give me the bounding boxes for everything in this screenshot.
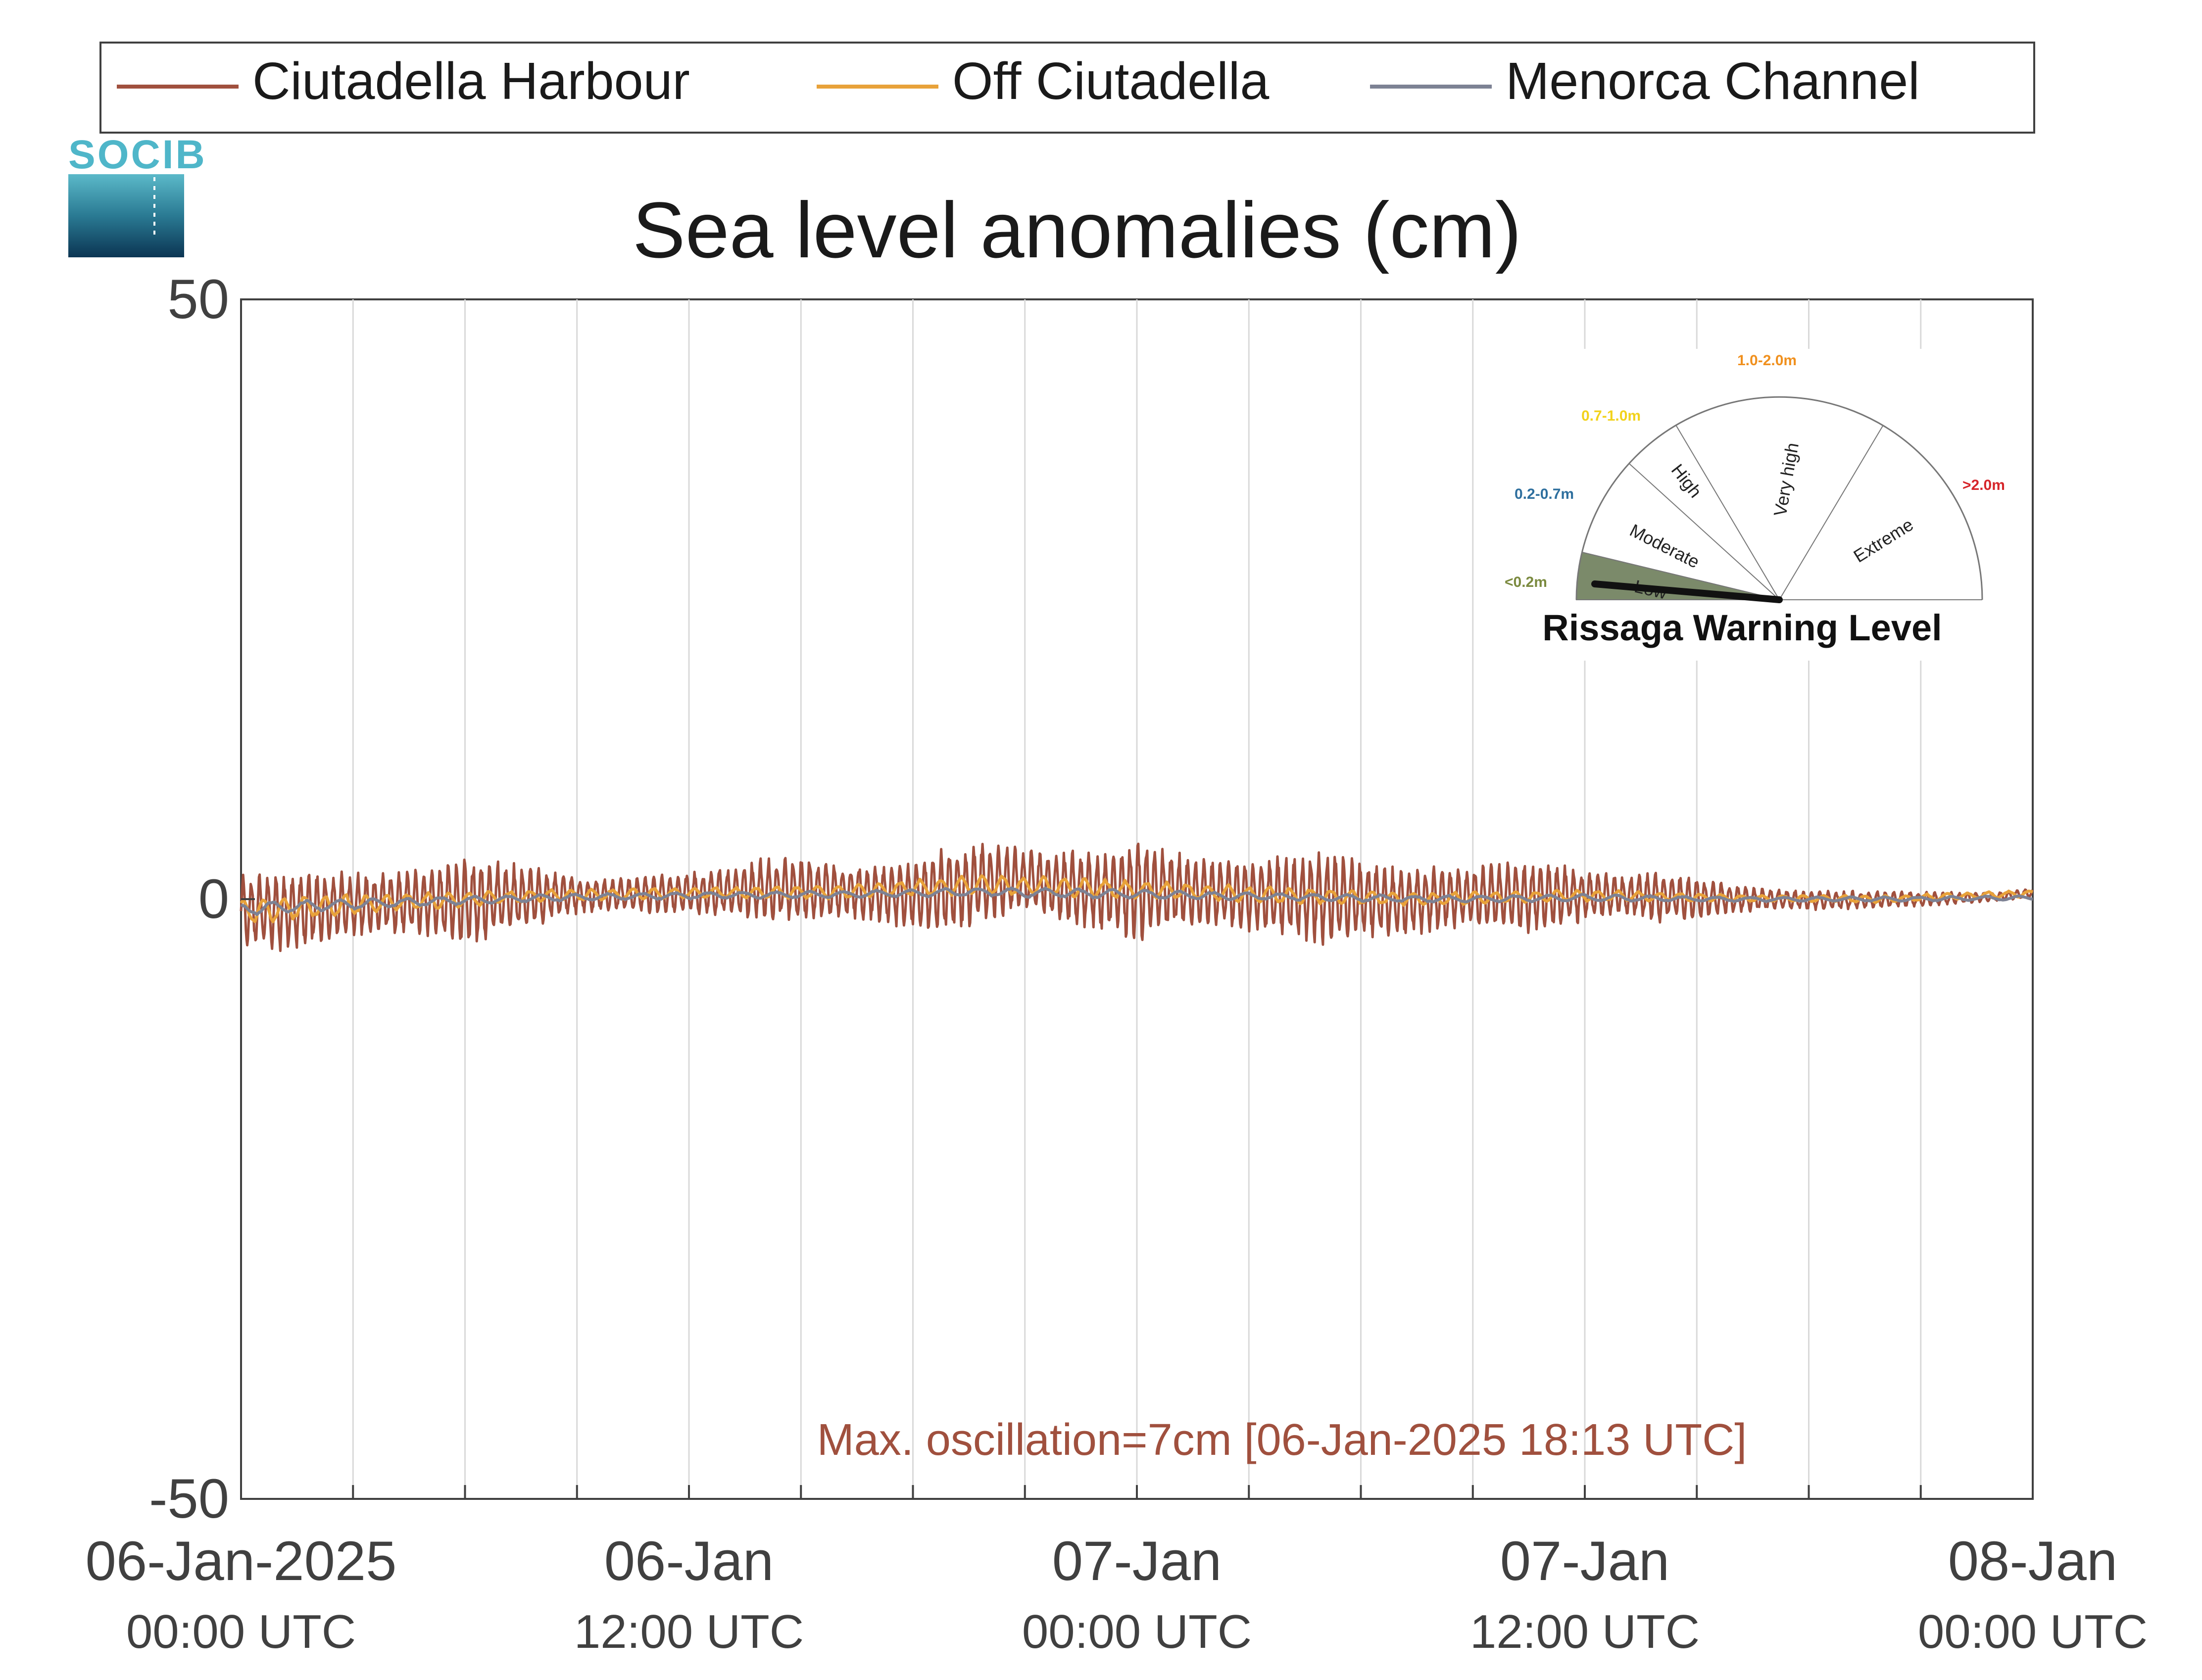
gauge-title: Rissaga Warning Level — [1542, 607, 1942, 648]
x-tick-date-3: 07-Jan — [1500, 1530, 1669, 1592]
max-oscillation-annotation: Max. oscillation=7cm [06-Jan-2025 18:13 … — [817, 1415, 1747, 1465]
gauge-range-extreme: >2.0m — [1962, 477, 2005, 493]
gauge-arc — [1575, 396, 1983, 600]
y-tick-label-0: 0 — [198, 868, 229, 930]
y-tick-label-50: 50 — [167, 268, 229, 330]
gauge-range-low: <0.2m — [1505, 574, 1547, 590]
logo-text: SOCIB — [68, 132, 207, 177]
series-line-menorca-channel — [240, 886, 2033, 916]
x-tick-time-0: 00:00 UTC — [126, 1605, 356, 1658]
y-tick-label-neg50: -50 — [149, 1468, 229, 1530]
x-tick-date-4: 08-Jan — [1948, 1530, 2117, 1592]
axis-ticks — [240, 298, 2034, 1500]
x-tick-time-4: 00:00 UTC — [1918, 1605, 2148, 1658]
gauge-needle — [1591, 580, 1783, 603]
gauge-range-moderate: 0.2-0.7m — [1515, 486, 1574, 502]
logo-block — [68, 174, 184, 257]
x-tick-time-2: 00:00 UTC — [1022, 1605, 1252, 1658]
chart-title: Sea level anomalies (cm) — [633, 186, 1521, 274]
legend-label-menorca-channel: Menorca Channel — [1506, 52, 1920, 110]
socib-logo: SOCIB — [68, 132, 207, 257]
plot-area — [240, 298, 2034, 1500]
legend-box — [99, 42, 2035, 134]
x-tick-time-3: 12:00 UTC — [1470, 1605, 1700, 1658]
legend: Ciutadella Harbour Off Ciutadella Menorc… — [99, 42, 2035, 134]
x-tick-time-1: 12:00 UTC — [574, 1605, 804, 1658]
x-tick-date-0: 06-Jan-2025 — [86, 1530, 397, 1592]
series-layer — [240, 842, 2034, 952]
legend-label-ciutadella-harbour: Ciutadella Harbour — [252, 52, 690, 110]
x-tick-date-1: 06-Jan — [604, 1530, 774, 1592]
gauge-range-high: 0.7-1.0m — [1581, 408, 1641, 424]
x-tick-date-2: 07-Jan — [1052, 1530, 1222, 1592]
series-line-ciutadella-harbour — [240, 842, 2034, 952]
rissaga-warning-gauge: Low Moderate High Very high Extreme <0.2… — [1500, 349, 2019, 661]
legend-label-off-ciutadella: Off Ciutadella — [952, 52, 1269, 110]
gauge-range-very-high: 1.0-2.0m — [1737, 352, 1797, 369]
